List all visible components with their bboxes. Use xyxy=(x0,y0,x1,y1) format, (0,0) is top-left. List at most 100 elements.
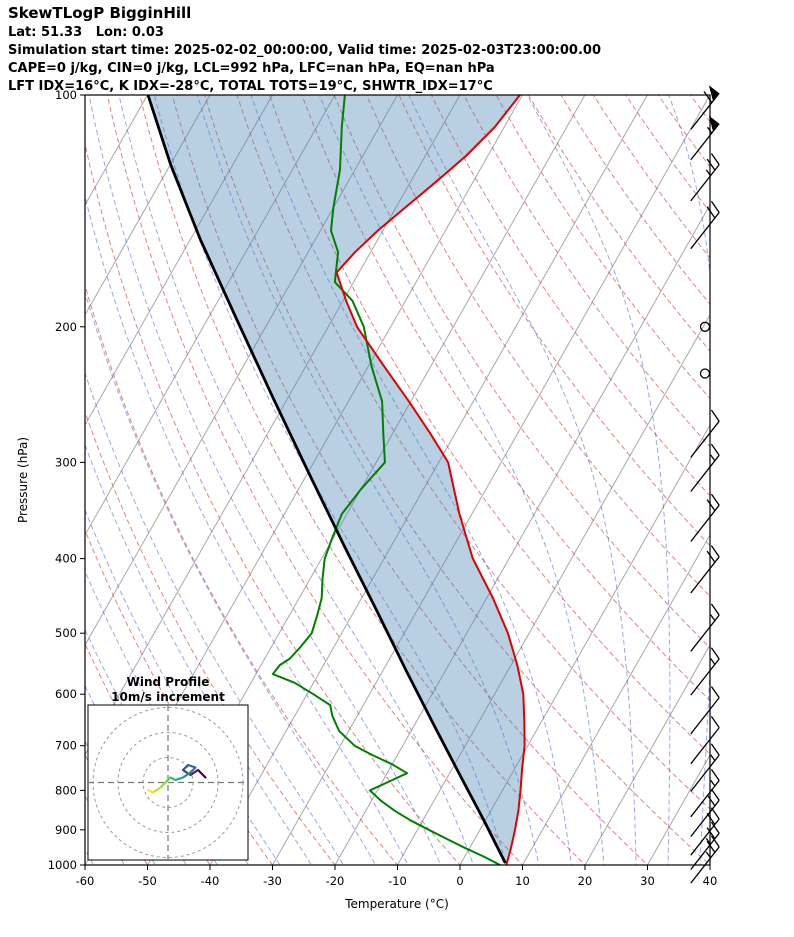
x-tick-label: 0 xyxy=(456,874,463,888)
x-tick-label: -30 xyxy=(263,874,282,888)
dry-adiabat-line xyxy=(301,95,710,702)
lat-lon-line: Lat: 51.33 Lon: 0.03 xyxy=(8,25,164,40)
dry-adiabat-line xyxy=(528,95,710,352)
wind-barb-icon xyxy=(690,807,720,856)
moist-adiabat-line xyxy=(88,95,442,865)
moist-adiabat-line xyxy=(526,95,671,865)
hodograph-ring xyxy=(142,757,194,808)
dry-adiabat-line xyxy=(85,283,399,865)
isotherm-line xyxy=(647,753,710,865)
hodograph-title: Wind Profile xyxy=(127,675,210,689)
wind-barb-icon xyxy=(690,647,720,696)
isotherm-line xyxy=(773,95,794,865)
wind-barb-icon xyxy=(690,821,720,870)
dry-adiabat-line xyxy=(689,95,710,123)
x-axis-label: Temperature (°C) xyxy=(344,897,449,911)
dry-adiabat-line xyxy=(430,95,710,497)
y-tick-label: 1000 xyxy=(48,858,77,872)
hodograph-trace-segment xyxy=(151,786,162,794)
moist-adiabat-line xyxy=(0,82,74,885)
isotherm-line xyxy=(85,95,211,316)
hodograph-subtitle: 10m/s increment xyxy=(111,690,225,704)
moist-adiabat-line xyxy=(85,290,377,865)
x-tick-label: -20 xyxy=(326,874,345,888)
wind-barb-icon xyxy=(690,200,720,250)
isotherm-line xyxy=(709,863,710,865)
y-tick-label: 200 xyxy=(55,320,77,334)
moist-adiabat-line xyxy=(408,95,637,865)
hodograph-trace-segment xyxy=(189,768,200,777)
isotherm-line xyxy=(85,95,336,536)
x-tick-label: -40 xyxy=(201,874,220,888)
moist-adiabat-line xyxy=(730,82,783,885)
moist-adiabat-line xyxy=(118,95,474,865)
wind-barb-icon xyxy=(690,716,720,765)
x-tick-label: -60 xyxy=(76,874,95,888)
isotherm-line xyxy=(459,423,710,865)
dry-adiabat-line xyxy=(268,95,710,755)
dry-adiabat-line xyxy=(204,95,710,865)
y-tick-label: 400 xyxy=(55,552,77,566)
dewpoint-curve xyxy=(271,95,501,865)
dry-adiabat-line xyxy=(495,95,710,400)
moist-adiabat-line xyxy=(85,443,313,865)
cape-cin-line: CAPE=0 j/kg, CIN=0 j/kg, LCL=992 hPa, LF… xyxy=(8,61,495,76)
y-axis-label: Pressure (hPa) xyxy=(16,437,30,523)
wind-barb-icon xyxy=(690,115,720,161)
wind-barb-icon xyxy=(690,409,720,458)
isotherm-line xyxy=(334,203,710,865)
y-tick-label: 500 xyxy=(55,626,77,640)
hodograph-trace-segment xyxy=(196,768,207,779)
isotherm-line xyxy=(209,95,648,865)
moist-adiabat-line xyxy=(85,194,409,865)
wind-barb-icon xyxy=(690,743,720,792)
parcel-curve xyxy=(146,95,507,864)
wind-barb-icon xyxy=(690,493,720,542)
isotherm-line xyxy=(85,95,398,646)
x-tick-label: 10 xyxy=(515,874,530,888)
isotherm-line xyxy=(397,313,710,865)
hodograph-content xyxy=(88,705,248,860)
dry-adiabat-line xyxy=(85,141,461,865)
hodograph-inset: Wind Profile 10m/s increment xyxy=(87,675,249,861)
y-tick-label: 300 xyxy=(55,455,77,469)
temperature-curve xyxy=(335,95,526,865)
y-tick-label: 900 xyxy=(55,823,77,837)
dry-adiabat-line xyxy=(711,79,794,884)
x-tick-label: -10 xyxy=(388,874,407,888)
dry-adiabat-line xyxy=(171,95,649,865)
y-tick-label: 100 xyxy=(55,88,77,102)
dry-adiabat-line xyxy=(592,95,710,259)
isotherm-line xyxy=(522,533,710,865)
indices-line: LFT IDX=16°C, K IDX=-28°C, TOTAL TOTS=19… xyxy=(8,79,493,94)
chart-background-grid xyxy=(0,79,794,885)
hodograph-trace-segment xyxy=(146,788,155,794)
dry-adiabat-line xyxy=(236,95,710,810)
x-tick-label: 30 xyxy=(640,874,655,888)
isotherm-line xyxy=(85,95,273,426)
x-tick-label: -50 xyxy=(138,874,157,888)
calm-wind-icon xyxy=(699,368,711,379)
moist-adiabat-line xyxy=(250,95,572,865)
dry-adiabat-line xyxy=(398,95,710,547)
hodograph-trace-segment xyxy=(186,763,197,769)
wind-barb-icon xyxy=(690,443,720,492)
hodograph-trace-segment xyxy=(164,776,172,784)
chart-title: SkewTLogP BigginHill xyxy=(8,4,192,22)
y-tick-label: 700 xyxy=(55,739,77,753)
hodograph-trace-segment xyxy=(181,763,190,772)
isotherm-line xyxy=(584,643,710,865)
wind-barb-icon xyxy=(690,769,720,818)
y-tick-label: 800 xyxy=(55,783,77,797)
hodograph-trace-segment xyxy=(189,766,197,774)
hodograph-ring xyxy=(117,732,219,833)
wind-barb-icon xyxy=(690,686,720,735)
moist-adiabat-line xyxy=(196,95,540,865)
moist-adiabat-line xyxy=(318,95,605,865)
hodograph-ring xyxy=(92,707,244,858)
stability-area-shading xyxy=(148,95,525,865)
wind-barb-icon xyxy=(690,788,720,838)
hodograph-trace-segment xyxy=(174,776,185,782)
